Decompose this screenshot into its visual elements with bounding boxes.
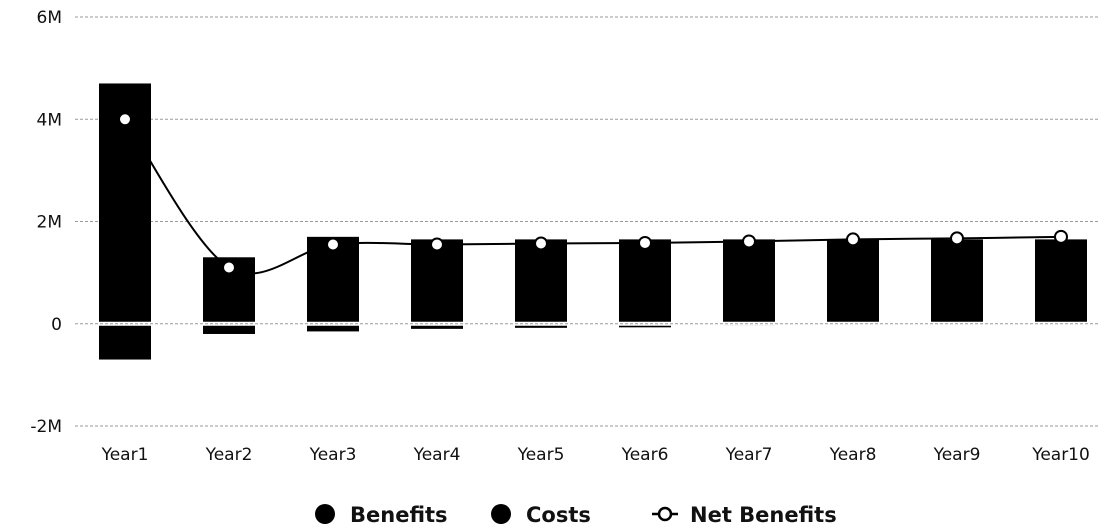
benefits-bar bbox=[619, 239, 671, 322]
net-benefits-point bbox=[222, 260, 236, 275]
costs-bar bbox=[203, 325, 255, 334]
x-tick-label: Year9 bbox=[933, 445, 981, 465]
x-tick-label: Year3 bbox=[309, 445, 357, 465]
y-tick-label: 4M bbox=[37, 110, 62, 130]
y-tick-label: -2M bbox=[30, 417, 62, 437]
x-tick-label: Year6 bbox=[621, 445, 669, 465]
costs-bar bbox=[619, 325, 671, 328]
benefits-bar bbox=[411, 239, 463, 322]
net-benefits-point bbox=[950, 231, 964, 246]
legend-dot-icon bbox=[491, 504, 511, 524]
costs-bar bbox=[307, 325, 359, 332]
x-axis: Year1 Year2 Year3 Year4 Year5 Year6 Year7 Year8… bbox=[101, 445, 1090, 465]
x-tick-label: Year8 bbox=[829, 445, 877, 465]
costs-bar bbox=[99, 325, 151, 360]
x-tick-label: Year4 bbox=[413, 445, 461, 465]
y-tick-label: 6M bbox=[37, 8, 62, 28]
legend-item[interactable]: Benefits bbox=[315, 503, 448, 527]
legend-dot-icon bbox=[315, 504, 335, 524]
legend-item[interactable]: Net Benefits bbox=[652, 503, 837, 527]
x-tick-label: Year10 bbox=[1031, 445, 1090, 465]
net-benefits-line bbox=[124, 118, 1062, 275]
costs-bar bbox=[411, 325, 463, 329]
benefits-bar bbox=[723, 239, 775, 322]
legend-point-icon bbox=[657, 506, 673, 522]
y-tick-label: 2M bbox=[37, 213, 62, 233]
legend-item[interactable]: Costs bbox=[491, 503, 591, 527]
legend: Benefits Costs Net Benefits bbox=[315, 503, 837, 527]
net-benefits-series bbox=[118, 112, 1068, 275]
x-tick-label: Year7 bbox=[725, 445, 773, 465]
costs-bar bbox=[515, 325, 567, 328]
net-benefits-point bbox=[638, 235, 652, 250]
legend-label: Benefits bbox=[350, 503, 448, 527]
net-benefits-point bbox=[430, 237, 444, 252]
net-benefits-point bbox=[742, 234, 756, 249]
net-benefits-point bbox=[118, 112, 132, 127]
x-tick-label: Year2 bbox=[205, 445, 253, 465]
x-tick-label: Year5 bbox=[517, 445, 565, 465]
benefits-bar bbox=[515, 239, 567, 322]
net-benefits-point bbox=[846, 232, 860, 247]
benefits-bar bbox=[827, 239, 879, 322]
x-tick-label: Year1 bbox=[101, 445, 149, 465]
y-axis: 6M 4M 2M 0 -2M bbox=[30, 8, 62, 437]
net-benefits-point bbox=[326, 237, 340, 252]
y-tick-label: 0 bbox=[51, 315, 62, 335]
legend-label: Net Benefits bbox=[690, 503, 837, 527]
gridlines bbox=[75, 16, 1100, 427]
benefits-bar bbox=[931, 239, 983, 322]
bars bbox=[99, 83, 1087, 360]
legend-label: Costs bbox=[526, 503, 591, 527]
benefits-bar bbox=[1035, 239, 1087, 322]
net-benefits-point bbox=[1054, 229, 1068, 244]
net-benefits-point bbox=[534, 236, 548, 251]
